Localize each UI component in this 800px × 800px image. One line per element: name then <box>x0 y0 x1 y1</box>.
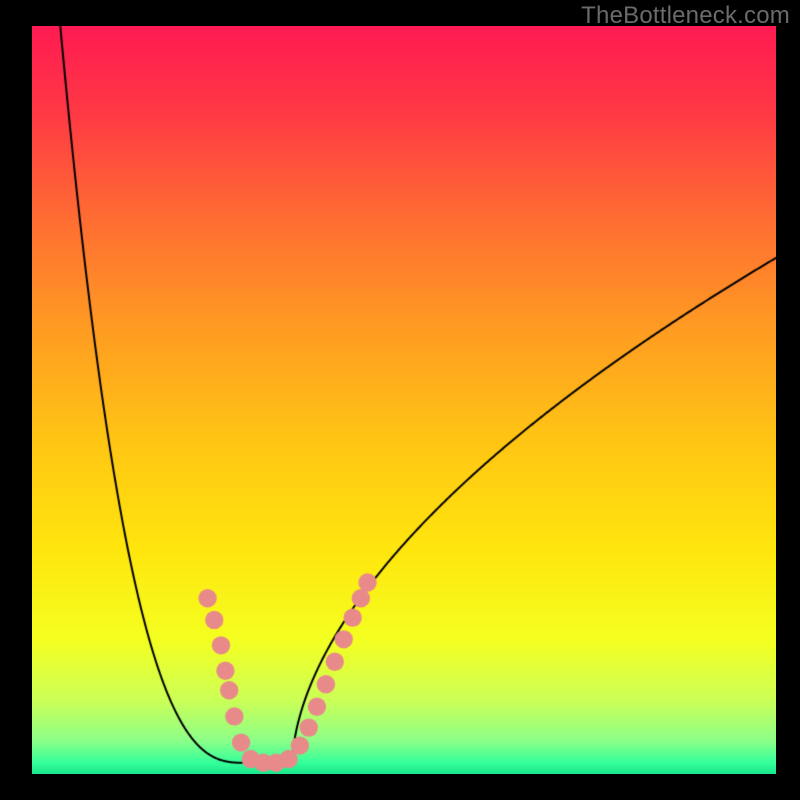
chart-stage: TheBottleneck.com <box>0 0 800 800</box>
watermark-text: TheBottleneck.com <box>581 2 790 30</box>
bottleneck-chart-canvas <box>32 26 776 774</box>
